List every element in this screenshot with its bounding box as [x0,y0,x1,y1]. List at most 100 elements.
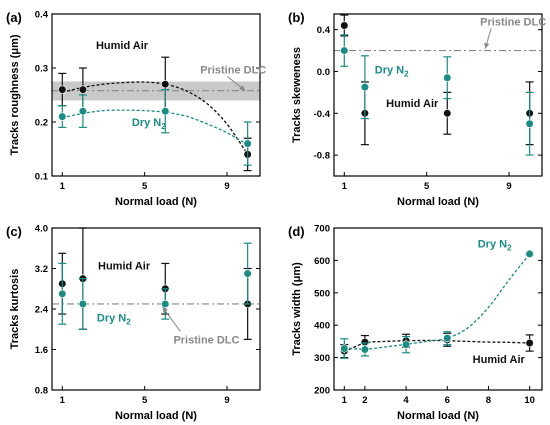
annotation-label: Humid Air [473,354,526,366]
y-tick-label: 0.4 [35,10,49,21]
y-tick-label: 0.2 [35,118,48,129]
annotation-label: Dry N2 [132,117,166,131]
data-point-dry [243,269,252,278]
plot-frame [51,13,261,177]
y-tick-label: 0.3 [35,64,48,75]
x-tick-label: 10 [524,395,535,406]
x-tick-label: 5 [142,395,148,406]
annotation-arrowhead [239,85,246,91]
x-tick-label: 1 [342,181,348,192]
y-tick-label: 700 [314,224,330,235]
annotation-text: Dry N [132,117,161,129]
x-tick-label: 8 [486,395,491,406]
y-tick-label: 300 [314,353,330,364]
y-tick-label: 600 [314,256,330,267]
annotation-text: Humid Air [386,98,439,110]
annotation-subscript: 2 [126,318,131,327]
data-point-humid [58,85,67,94]
data-point-humid [443,109,452,118]
x-axis-label: Normal load (N) [115,410,197,422]
data-point-dry [340,46,349,55]
x-axis-label: Normal load (N) [397,410,479,422]
annotation-label: Pristine DLC [200,64,266,76]
x-axis-label: Normal load (N) [115,196,197,208]
panel-a: 0.1 0.2 0.3 0.4 1 5 9 Normal load (N) Tracks rou… [6,10,266,209]
x-tick-label: 9 [224,395,229,406]
annotation-text: Dry N [478,238,507,250]
y-tick-label: 3.2 [35,264,48,275]
panel-title: (b) [288,10,305,25]
annotation-label: Humid Air [386,98,439,110]
panel-d: 200 300 400 500 600 700 1 2 4 6 8 10 Normal load (N)… [288,224,543,422]
y-tick-label: -0.4 [314,109,331,120]
annotation-text: Dry N [97,313,126,325]
annotation-arrowhead [162,306,168,313]
data-point-dry [525,119,534,128]
annotation-label: Dry N2 [478,238,512,252]
data-point-dry [401,340,411,349]
panel-title: (a) [6,10,22,25]
y-tick-label: 1.6 [35,345,48,356]
annotation-text: Pristine DLC [200,64,266,76]
y-tick-label: -0.8 [314,151,330,162]
data-point-dry [443,334,452,343]
annotation-text: Pristine DLC [173,334,239,346]
x-tick-label: 5 [142,181,148,192]
annotation-text: Humid Air [96,40,149,52]
fit-curve-humid [344,339,530,353]
y-axis-label: Tracks skeweness [291,47,303,143]
annotation-label: Pristine DLC [173,334,239,346]
y-axis-label: Tracks roughness (μm) [9,34,21,155]
x-tick-label: 5 [424,181,430,192]
panel-title: (d) [288,224,305,239]
x-tick-label: 4 [403,395,409,406]
annotation-subscript: 2 [161,122,166,131]
data-point-dry [161,107,170,116]
annotation-subscript: 2 [404,70,409,79]
data-point-dry [78,299,87,309]
y-tick-label: 4.0 [35,224,48,235]
annotation-label: Humid Air [98,261,151,273]
x-tick-label: 1 [342,395,348,406]
y-tick-label: 0.0 [317,67,330,78]
data-point-dry [58,112,67,121]
data-point-humid [161,80,170,89]
data-point-humid [340,21,349,30]
x-axis-label: Normal load (N) [397,196,479,208]
data-point-dry [525,249,534,259]
x-tick-label: 9 [506,181,511,192]
annotation-arrowhead [484,42,490,49]
data-point-humid [78,85,87,94]
fit-curve-dry [62,109,248,146]
annotation-label: Dry N2 [97,313,131,327]
data-point-dry [340,344,349,353]
annotation-label: Dry N2 [375,65,409,79]
panel-title: (c) [6,224,22,239]
data-point-dry [161,299,170,309]
y-tick-label: 400 [314,321,330,332]
data-point-dry [58,289,67,298]
panel-b: -0.8 -0.4 0.0 0.4 1 5 9 Normal load (N) Tracks s… [288,10,546,208]
reference-band [52,81,260,101]
y-tick-label: 0.1 [35,172,49,183]
y-tick-label: 0.4 [317,25,331,36]
plot-frame [333,13,543,177]
data-point-dry [243,139,252,148]
data-point-dry [360,345,369,354]
panel-c: 0.8 1.6 2.4 3.2 4.0 1 5 9 Normal load (N) Tracks … [6,224,261,422]
annotation-text: Humid Air [98,261,151,273]
y-tick-label: 500 [314,288,330,299]
data-point-dry [78,107,87,116]
annotation-label: Humid Air [96,40,149,52]
annotation-text: Pristine DLC [480,16,546,28]
x-tick-label: 1 [60,395,66,406]
y-tick-label: 200 [314,386,330,397]
y-tick-label: 0.8 [35,386,48,397]
x-tick-label: 1 [60,181,66,192]
data-point-humid [525,338,534,348]
plot-frame [333,227,543,391]
x-tick-label: 6 [445,395,450,406]
data-point-dry [443,73,452,82]
annotation-label: Pristine DLC [480,16,546,28]
